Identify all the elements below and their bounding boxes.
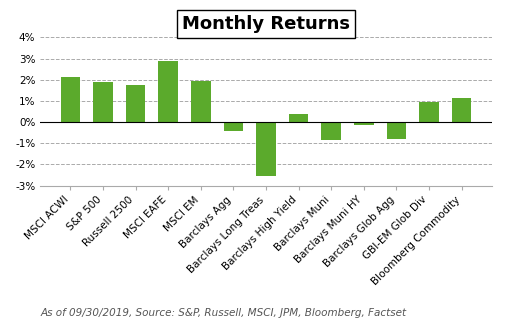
- Bar: [452, 98, 472, 122]
- Bar: [256, 122, 276, 176]
- Bar: [93, 82, 113, 122]
- Title: Monthly Returns: Monthly Returns: [182, 15, 350, 33]
- Bar: [419, 102, 439, 122]
- Bar: [61, 77, 80, 122]
- Bar: [126, 84, 146, 122]
- Bar: [159, 61, 178, 122]
- Text: As of 09/30/2019, Source: S&P, Russell, MSCI, JPM, Bloomberg, Factset: As of 09/30/2019, Source: S&P, Russell, …: [41, 308, 407, 318]
- Bar: [289, 114, 308, 122]
- Bar: [387, 122, 406, 139]
- Bar: [354, 122, 374, 125]
- Bar: [321, 122, 341, 140]
- Bar: [191, 81, 210, 122]
- Bar: [224, 122, 243, 131]
